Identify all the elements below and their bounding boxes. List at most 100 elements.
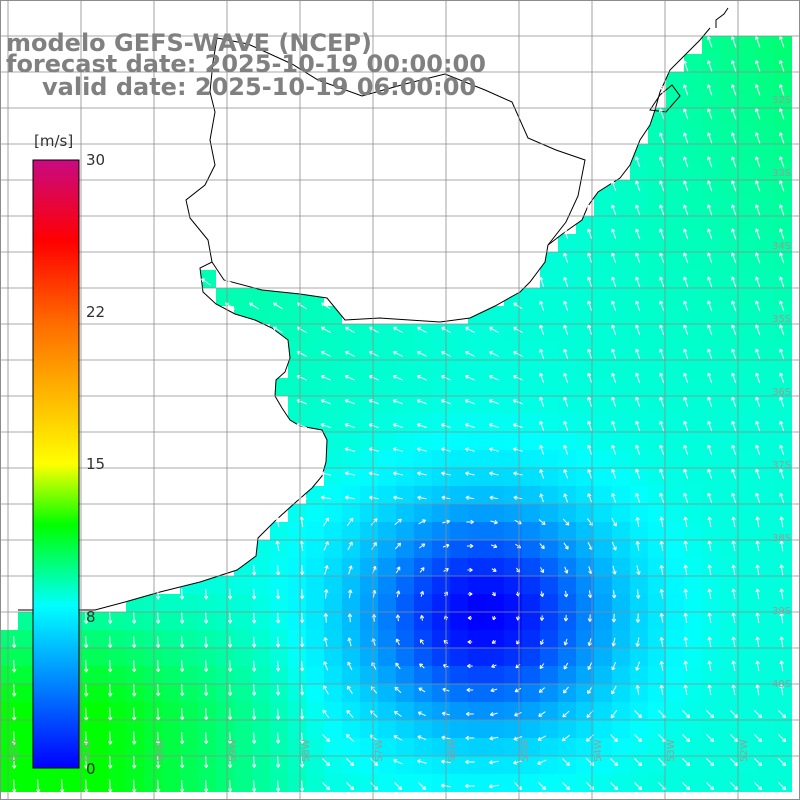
wind-speed-cell (486, 486, 504, 504)
wind-speed-cell (774, 684, 792, 702)
wind-arrow (322, 709, 330, 719)
wind-speed-cell (396, 666, 414, 684)
wind-speed-cell (738, 666, 756, 684)
wind-arrow (11, 636, 17, 649)
wind-arrow (707, 516, 712, 528)
wind-arrow (416, 326, 427, 334)
wind-speed-cell (684, 522, 702, 540)
wind-speed-cell (756, 630, 774, 648)
wind-speed-cell (594, 648, 612, 666)
wind-speed-cell (252, 288, 270, 306)
wind-speed-cell (306, 738, 324, 756)
wind-arrow (395, 662, 401, 670)
wind-speed-cell (648, 522, 666, 540)
wind-speed-cell (684, 252, 702, 270)
wind-arrow (11, 683, 17, 697)
wind-arrow (707, 156, 713, 168)
coastline-north (715, 7, 729, 28)
wind-speed-cell (738, 144, 756, 162)
wind-speed-cell (504, 396, 522, 414)
wind-speed-cell (396, 576, 414, 594)
wind-speed-cell (360, 666, 378, 684)
wind-speed-cell (0, 648, 18, 666)
wind-speed-cell (738, 108, 756, 126)
wind-speed-cell (558, 306, 576, 324)
wind-speed-cell (558, 504, 576, 522)
wind-speed-cell (126, 774, 144, 792)
wind-arrow (731, 492, 737, 504)
wind-arrow (465, 711, 474, 717)
wind-speed-cell (234, 594, 252, 612)
wind-speed-cell (756, 738, 774, 756)
wind-speed-cell (756, 162, 774, 180)
wind-speed-cell (684, 702, 702, 720)
wind-speed-cell (504, 450, 522, 468)
wind-speed-cell (666, 774, 684, 792)
wind-speed-cell (252, 558, 270, 576)
wind-arrow (275, 540, 280, 552)
wind-speed-cell (288, 630, 306, 648)
wind-arrow (587, 348, 593, 360)
wind-speed-cell (468, 756, 486, 774)
wind-speed-cell (504, 378, 522, 396)
wind-speed-cell (522, 288, 540, 306)
wind-arrow (705, 709, 715, 719)
wind-speed-cell (522, 432, 540, 450)
wind-arrow (275, 708, 281, 720)
wind-speed-cell (144, 720, 162, 738)
wind-speed-cell (612, 234, 630, 252)
wind-speed-cell (648, 738, 666, 756)
wind-speed-cell (504, 540, 522, 558)
wind-arrow (320, 326, 331, 334)
wind-speed-cell (756, 522, 774, 540)
wind-speed-cell (522, 666, 540, 684)
wind-speed-cell (324, 630, 342, 648)
wind-speed-cell (738, 702, 756, 720)
wind-speed-cell (126, 756, 144, 774)
wind-arrow (778, 84, 785, 96)
wind-speed-cell (558, 234, 576, 252)
wind-speed-cell (774, 504, 792, 522)
wind-speed-cell (504, 324, 522, 342)
wind-arrow (683, 252, 689, 264)
wind-arrow (393, 495, 403, 500)
wind-speed-cell (540, 324, 558, 342)
wind-speed-cell (504, 612, 522, 630)
wind-speed-cell (666, 162, 684, 180)
wind-arrow (683, 372, 689, 384)
wind-arrow (370, 710, 378, 718)
wind-speed-cell (630, 738, 648, 756)
wind-speed-cell (720, 432, 738, 450)
wind-arrow (778, 156, 785, 168)
wind-speed-cell (198, 774, 216, 792)
wind-arrow (539, 591, 545, 597)
wind-arrow (683, 660, 688, 672)
wind-speed-cell (252, 666, 270, 684)
wind-speed-cell (738, 90, 756, 108)
wind-arrow (730, 60, 737, 72)
wind-arrow (707, 636, 712, 648)
wind-arrow (706, 60, 713, 72)
wind-arrow (683, 348, 689, 360)
wind-speed-cell (306, 720, 324, 738)
wind-speed-cell (306, 594, 324, 612)
wind-speed-cell (486, 594, 504, 612)
wind-arrow (179, 636, 185, 648)
wind-speed-cell (288, 396, 306, 414)
wind-speed-cell (774, 378, 792, 396)
wind-speed-cell (612, 270, 630, 288)
wind-arrow (512, 350, 523, 357)
wind-speed-cell (666, 252, 684, 270)
longitude-label: 53W (666, 739, 677, 762)
wind-speed-cell (594, 774, 612, 792)
wind-arrow (730, 108, 737, 120)
wind-speed-cell (108, 702, 126, 720)
wind-arrow (587, 469, 593, 479)
wind-arrow (779, 396, 785, 408)
wind-speed-cell (450, 396, 468, 414)
wind-speed-cell (594, 504, 612, 522)
wind-speed-cell (288, 648, 306, 666)
wind-speed-cell (126, 666, 144, 684)
wind-speed-cell (648, 594, 666, 612)
longitude-label: 56W (447, 739, 458, 762)
